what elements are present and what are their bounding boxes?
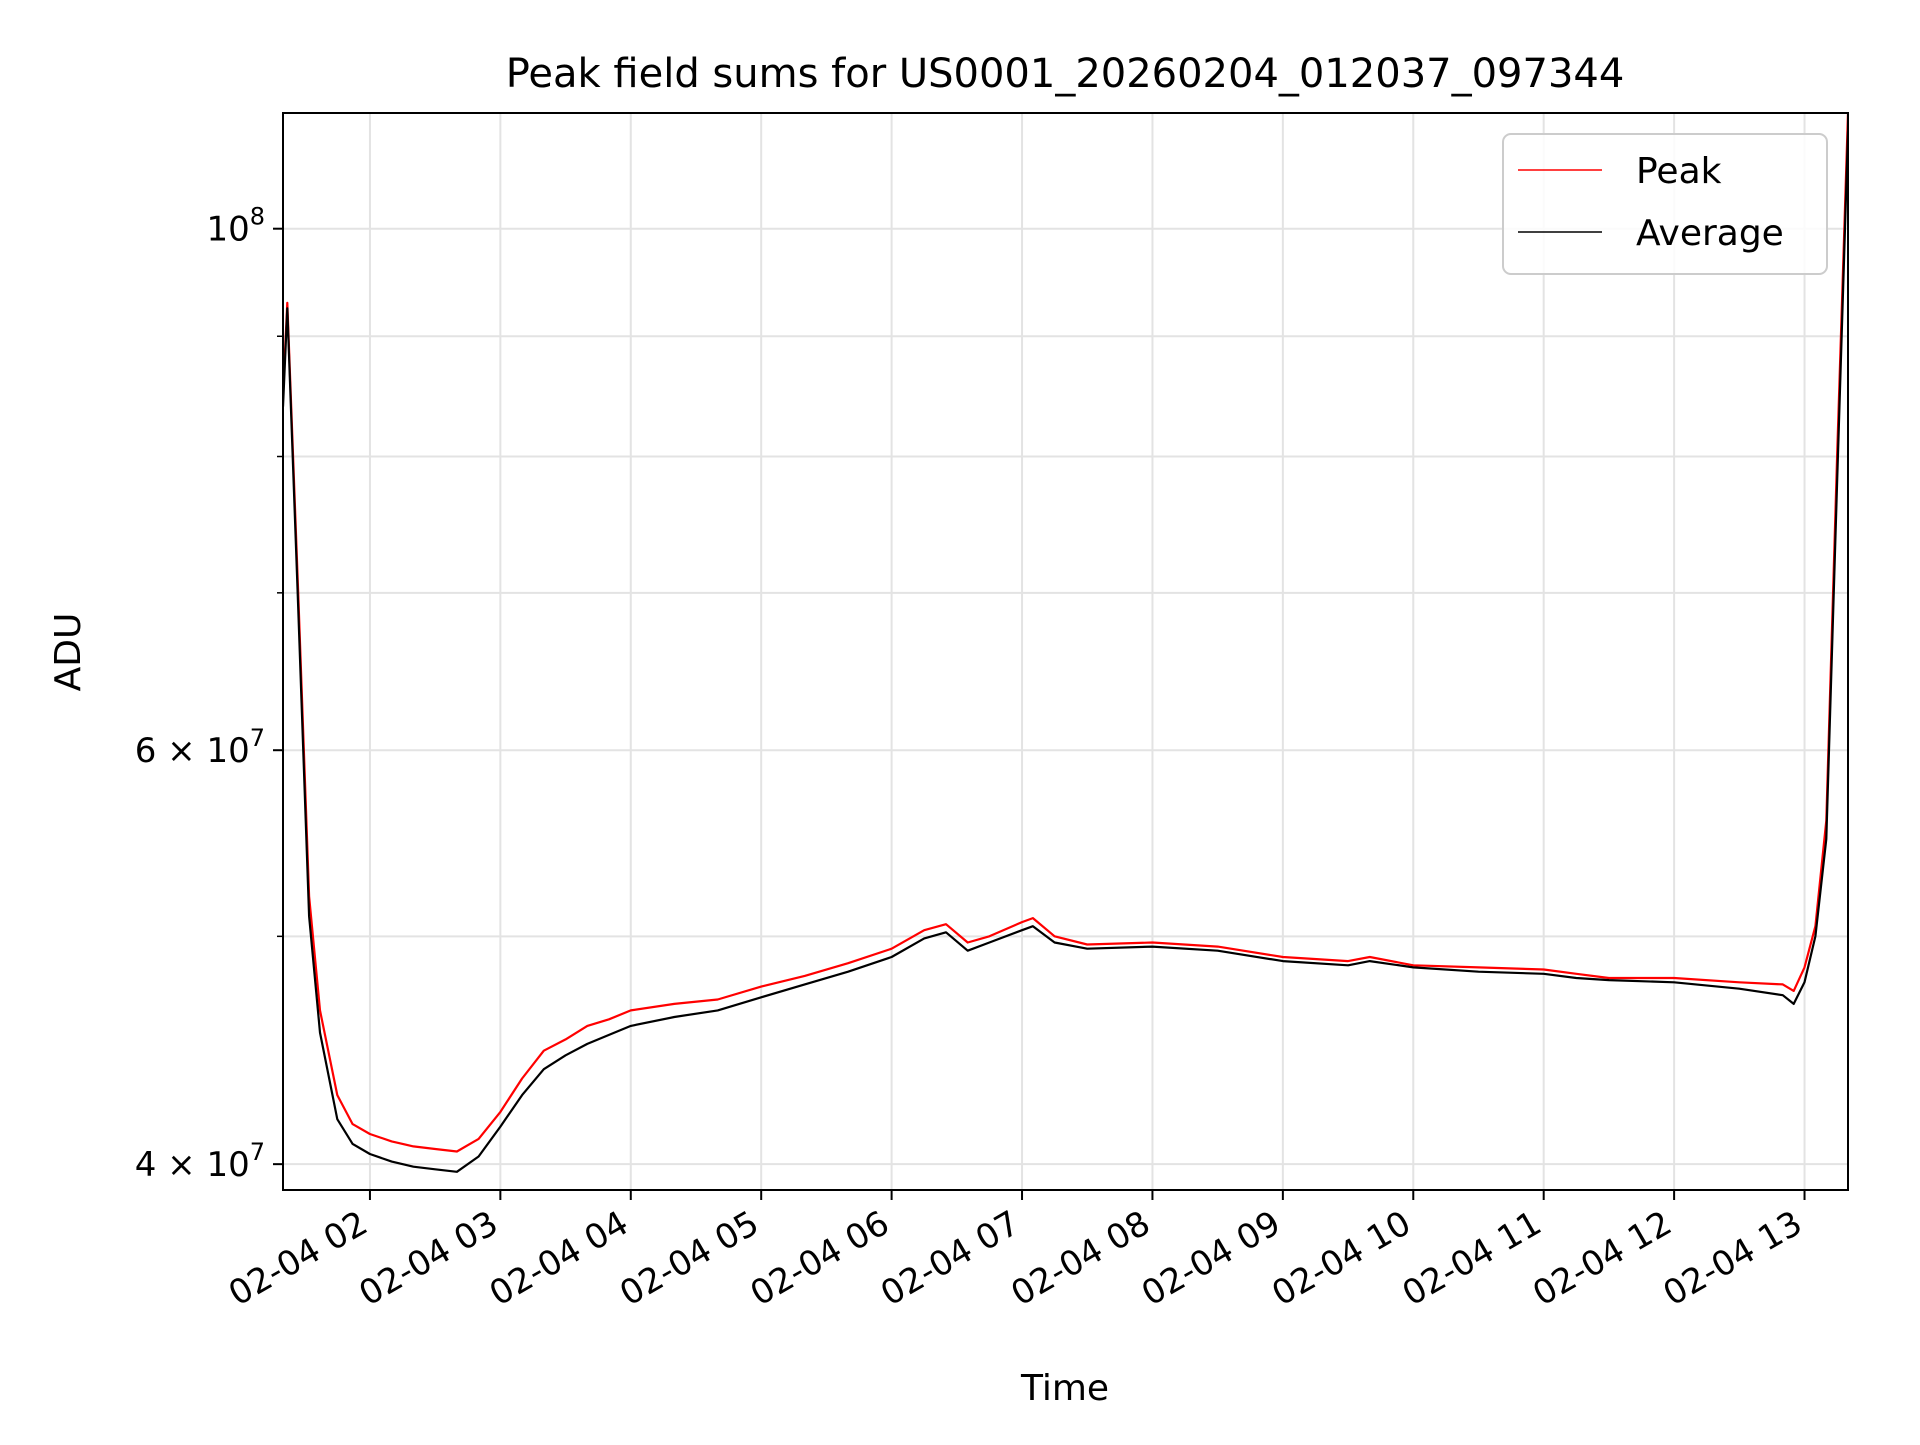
plot-frame (282, 112, 1849, 1191)
chart-title: Peak field sums for US0001_20260204_0120… (506, 51, 1625, 97)
y-tick-label: 4 × 107 (135, 1138, 265, 1185)
legend-box (1502, 133, 1828, 275)
series-layer (283, 113, 1848, 1173)
x-axis-label: Time (1020, 1368, 1109, 1409)
legend: Peak Average (1502, 133, 1828, 275)
grid (283, 113, 1848, 1190)
legend-label-peak: Peak (1636, 151, 1722, 192)
series-line-peak (283, 113, 1848, 1153)
series-line-average (283, 131, 1848, 1173)
y-tick-label: 108 (206, 203, 265, 250)
y-tick-label: 6 × 107 (135, 724, 265, 771)
y-axis-label: ADU (48, 613, 89, 692)
legend-label-average: Average (1636, 213, 1784, 254)
